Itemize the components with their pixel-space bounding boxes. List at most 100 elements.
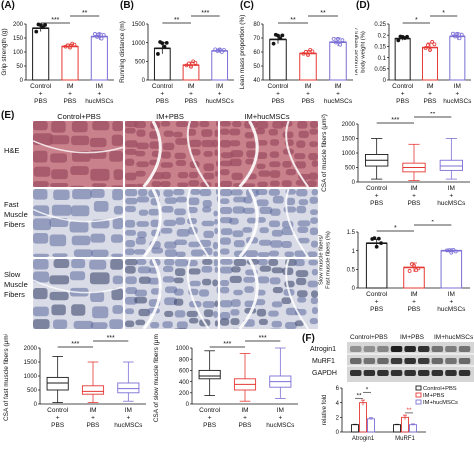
significance-label: ** — [406, 407, 412, 414]
group-label: + — [97, 91, 101, 98]
muscle-fiber — [52, 253, 68, 257]
muscle-fiber — [216, 286, 218, 294]
muscle-fiber — [214, 320, 218, 327]
muscle-fiber — [298, 199, 309, 206]
muscle-fiber — [111, 134, 123, 146]
blot-band — [404, 346, 416, 352]
data-point — [34, 29, 39, 34]
muscle-fiber — [151, 172, 164, 180]
muscle-fiber — [231, 299, 241, 307]
muscle-fiber — [269, 139, 280, 146]
data-point — [303, 50, 308, 54]
muscle-fiber — [69, 271, 86, 281]
muscle-fiber — [212, 279, 218, 287]
muscle-fiber — [220, 279, 230, 287]
muscle-fiber — [164, 241, 177, 249]
data-point — [455, 31, 460, 36]
muscle-fiber — [33, 259, 49, 270]
group-label: + — [336, 91, 340, 98]
muscle-fiber — [125, 172, 137, 181]
box — [198, 369, 221, 380]
muscle-fiber — [188, 180, 200, 187]
muscle-fiber — [271, 229, 283, 237]
muscle-fiber — [255, 121, 269, 129]
muscle-fiber — [188, 241, 200, 248]
muscle-fiber — [220, 300, 233, 308]
muscle-fiber — [272, 121, 284, 129]
muscle-fiber — [215, 170, 218, 177]
muscle-fiber — [73, 320, 94, 329]
data-point — [301, 51, 306, 56]
data-point — [414, 268, 419, 273]
group-label: + — [68, 91, 72, 98]
muscle-fiber — [136, 196, 150, 203]
y-tick-label: 0 — [352, 180, 356, 186]
muscle-fiber — [220, 206, 233, 214]
data-point — [156, 52, 160, 56]
muscle-fiber — [113, 205, 123, 215]
muscle-fiber — [49, 275, 70, 285]
tissue-gap — [142, 258, 162, 329]
muscle-fiber — [111, 185, 123, 187]
y-tick-label: 80 — [253, 22, 260, 28]
muscle-fiber — [213, 210, 218, 217]
blot-band — [445, 370, 457, 376]
y-tick-label: 0 — [142, 78, 146, 84]
group-label: IM — [89, 407, 96, 414]
muscle-fiber — [188, 121, 199, 128]
muscle-fiber — [257, 259, 268, 266]
muscle-fiber — [51, 169, 68, 180]
muscle-fiber — [212, 139, 218, 148]
blot-band — [418, 370, 430, 376]
data-point — [457, 36, 462, 41]
muscle-fiber — [148, 208, 160, 216]
group-label: IM — [410, 291, 417, 298]
muscle-fiber — [150, 321, 160, 329]
significance-label: ** — [174, 17, 180, 24]
muscle-fiber — [309, 196, 318, 204]
group-label: Control — [199, 407, 221, 414]
muscle-fiber — [213, 259, 218, 267]
muscle-fiber — [310, 240, 318, 248]
muscle-fiber — [92, 121, 110, 131]
muscle-fiber — [33, 233, 49, 244]
muscle-fiber — [73, 249, 93, 257]
muscle-fiber — [50, 153, 68, 163]
data-point — [374, 244, 379, 249]
muscle-fiber — [257, 276, 270, 284]
group-label: + — [412, 299, 416, 306]
muscle-fiber — [269, 161, 281, 168]
muscle-fiber — [136, 259, 147, 265]
muscle-fiber — [160, 227, 173, 234]
legend-swatch — [415, 399, 422, 405]
lean-mass-chart: 40 50 60 70 80 Lean mass proportion (%) ** ** Co… — [239, 10, 353, 105]
data-point — [222, 48, 226, 52]
muscle-fiber — [199, 121, 210, 128]
muscle-fiber — [71, 259, 86, 269]
group-label: hucMSCs — [114, 422, 143, 429]
muscle-fiber — [187, 207, 198, 214]
significance-label: * — [394, 225, 397, 232]
muscle-fiber — [309, 317, 318, 325]
muscle-fiber — [190, 189, 201, 195]
data-point — [162, 44, 167, 49]
muscle-fiber — [125, 158, 135, 166]
significance-label: * — [442, 10, 445, 17]
data-point — [93, 32, 97, 36]
muscle-fiber — [71, 235, 91, 246]
panel-letter-f: (F) — [302, 333, 315, 344]
group-label: IM — [241, 407, 248, 414]
muscle-fiber — [90, 291, 105, 303]
muscle-fiber — [220, 266, 233, 274]
muscle-fiber — [51, 121, 66, 133]
group-label: + — [126, 415, 130, 422]
muscle-fiber — [125, 296, 138, 305]
muscle-fiber — [188, 197, 200, 206]
group-label: IM — [454, 83, 461, 90]
muscle-fiber — [89, 259, 107, 270]
group-label: + — [375, 299, 379, 306]
bar — [299, 52, 317, 81]
y-axis-label: Grip strength (g) — [1, 28, 8, 75]
muscle-fiber — [202, 200, 212, 208]
group-label: PBS — [301, 98, 315, 105]
